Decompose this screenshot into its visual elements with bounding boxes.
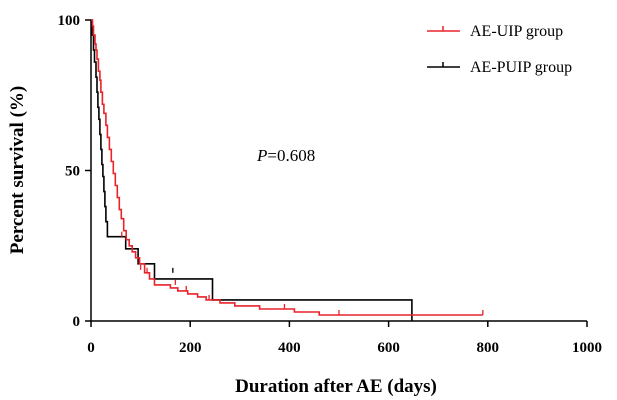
- p-value-symbol: P: [256, 146, 267, 165]
- x-axis-title: Duration after AE (days): [235, 376, 437, 397]
- x-axis-ticks: 0 200 400 600 800 1000: [87, 321, 602, 356]
- y-axis-title: Percent survival (%): [7, 86, 28, 255]
- legend-label-ae-uip: AE-UIP group: [470, 23, 563, 40]
- survival-curve-ae-puip-group: [91, 19, 413, 321]
- x-tick-label: 800: [477, 340, 500, 356]
- y-tick-label: 100: [58, 13, 81, 29]
- y-tick-label: 50: [65, 164, 80, 180]
- x-tick-label: 200: [179, 340, 202, 356]
- x-tick-label: 600: [377, 340, 400, 356]
- series-layer: [91, 19, 484, 321]
- series-ae-puip-group: [91, 19, 413, 321]
- p-value-annotation: P=0.608: [256, 146, 315, 165]
- survival-curve-ae-uip-group: [91, 19, 483, 316]
- y-tick-label: 0: [73, 314, 81, 330]
- x-tick-label: 0: [87, 340, 95, 356]
- p-value-text: =0.608: [267, 146, 315, 165]
- y-axis-ticks: 0 50 100: [58, 13, 91, 330]
- legend-item-ae-puip: AE-PUIP group: [427, 59, 572, 76]
- legend-label-ae-puip: AE-PUIP group: [470, 59, 572, 76]
- legend-item-ae-uip: AE-UIP group: [427, 23, 563, 40]
- x-tick-label: 1000: [572, 340, 602, 356]
- x-tick-label: 400: [278, 340, 301, 356]
- legend: AE-UIP group AE-PUIP group: [427, 23, 572, 76]
- series-ae-uip-group: [91, 19, 484, 316]
